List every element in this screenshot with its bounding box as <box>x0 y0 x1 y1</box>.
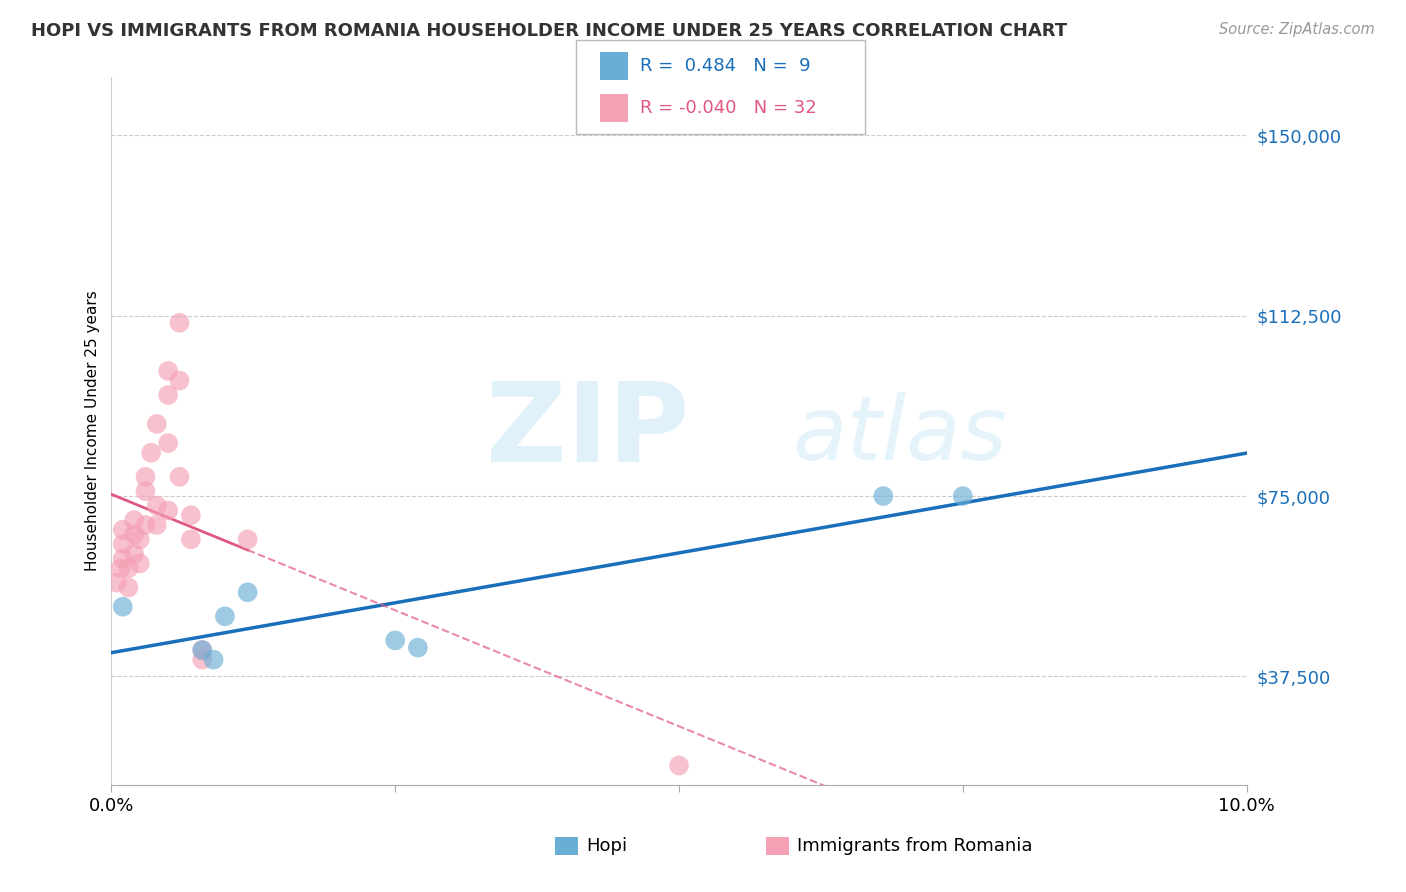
Point <box>122 513 145 527</box>
Point <box>236 533 259 547</box>
Point <box>157 388 180 402</box>
Text: ZIP: ZIP <box>486 377 690 484</box>
Text: R =  0.484   N =  9: R = 0.484 N = 9 <box>640 57 810 75</box>
Point <box>872 489 894 503</box>
Point <box>146 517 169 532</box>
Point <box>191 643 214 657</box>
Point <box>157 364 180 378</box>
Point <box>134 470 156 484</box>
Point <box>952 489 974 503</box>
Point <box>111 523 134 537</box>
Point <box>180 533 202 547</box>
Point <box>134 484 156 499</box>
Point <box>134 517 156 532</box>
Y-axis label: Householder Income Under 25 years: Householder Income Under 25 years <box>86 291 100 572</box>
Text: R = -0.040   N = 32: R = -0.040 N = 32 <box>640 99 817 117</box>
Point <box>139 446 162 460</box>
Point <box>406 640 429 655</box>
Point <box>180 508 202 523</box>
Point <box>169 316 191 330</box>
Text: Hopi: Hopi <box>586 837 627 855</box>
Point <box>146 499 169 513</box>
Point <box>111 599 134 614</box>
Point <box>122 547 145 561</box>
Point <box>105 575 128 590</box>
Text: atlas: atlas <box>793 392 1007 477</box>
Point <box>384 633 406 648</box>
Point <box>202 653 225 667</box>
Point <box>157 436 180 450</box>
Point <box>111 551 134 566</box>
Text: HOPI VS IMMIGRANTS FROM ROMANIA HOUSEHOLDER INCOME UNDER 25 YEARS CORRELATION CH: HOPI VS IMMIGRANTS FROM ROMANIA HOUSEHOL… <box>31 22 1067 40</box>
Text: Immigrants from Romania: Immigrants from Romania <box>797 837 1032 855</box>
Point <box>128 533 150 547</box>
Point <box>169 470 191 484</box>
Point <box>214 609 236 624</box>
Text: Source: ZipAtlas.com: Source: ZipAtlas.com <box>1219 22 1375 37</box>
Point <box>157 503 180 517</box>
Point <box>111 537 134 551</box>
Point <box>110 561 132 575</box>
Point <box>122 527 145 541</box>
Point <box>117 561 139 575</box>
Point <box>128 557 150 571</box>
Point <box>146 417 169 431</box>
Point <box>117 581 139 595</box>
Point <box>668 758 690 772</box>
Point <box>236 585 259 599</box>
Point <box>169 374 191 388</box>
Point <box>191 653 214 667</box>
Point <box>191 643 214 657</box>
